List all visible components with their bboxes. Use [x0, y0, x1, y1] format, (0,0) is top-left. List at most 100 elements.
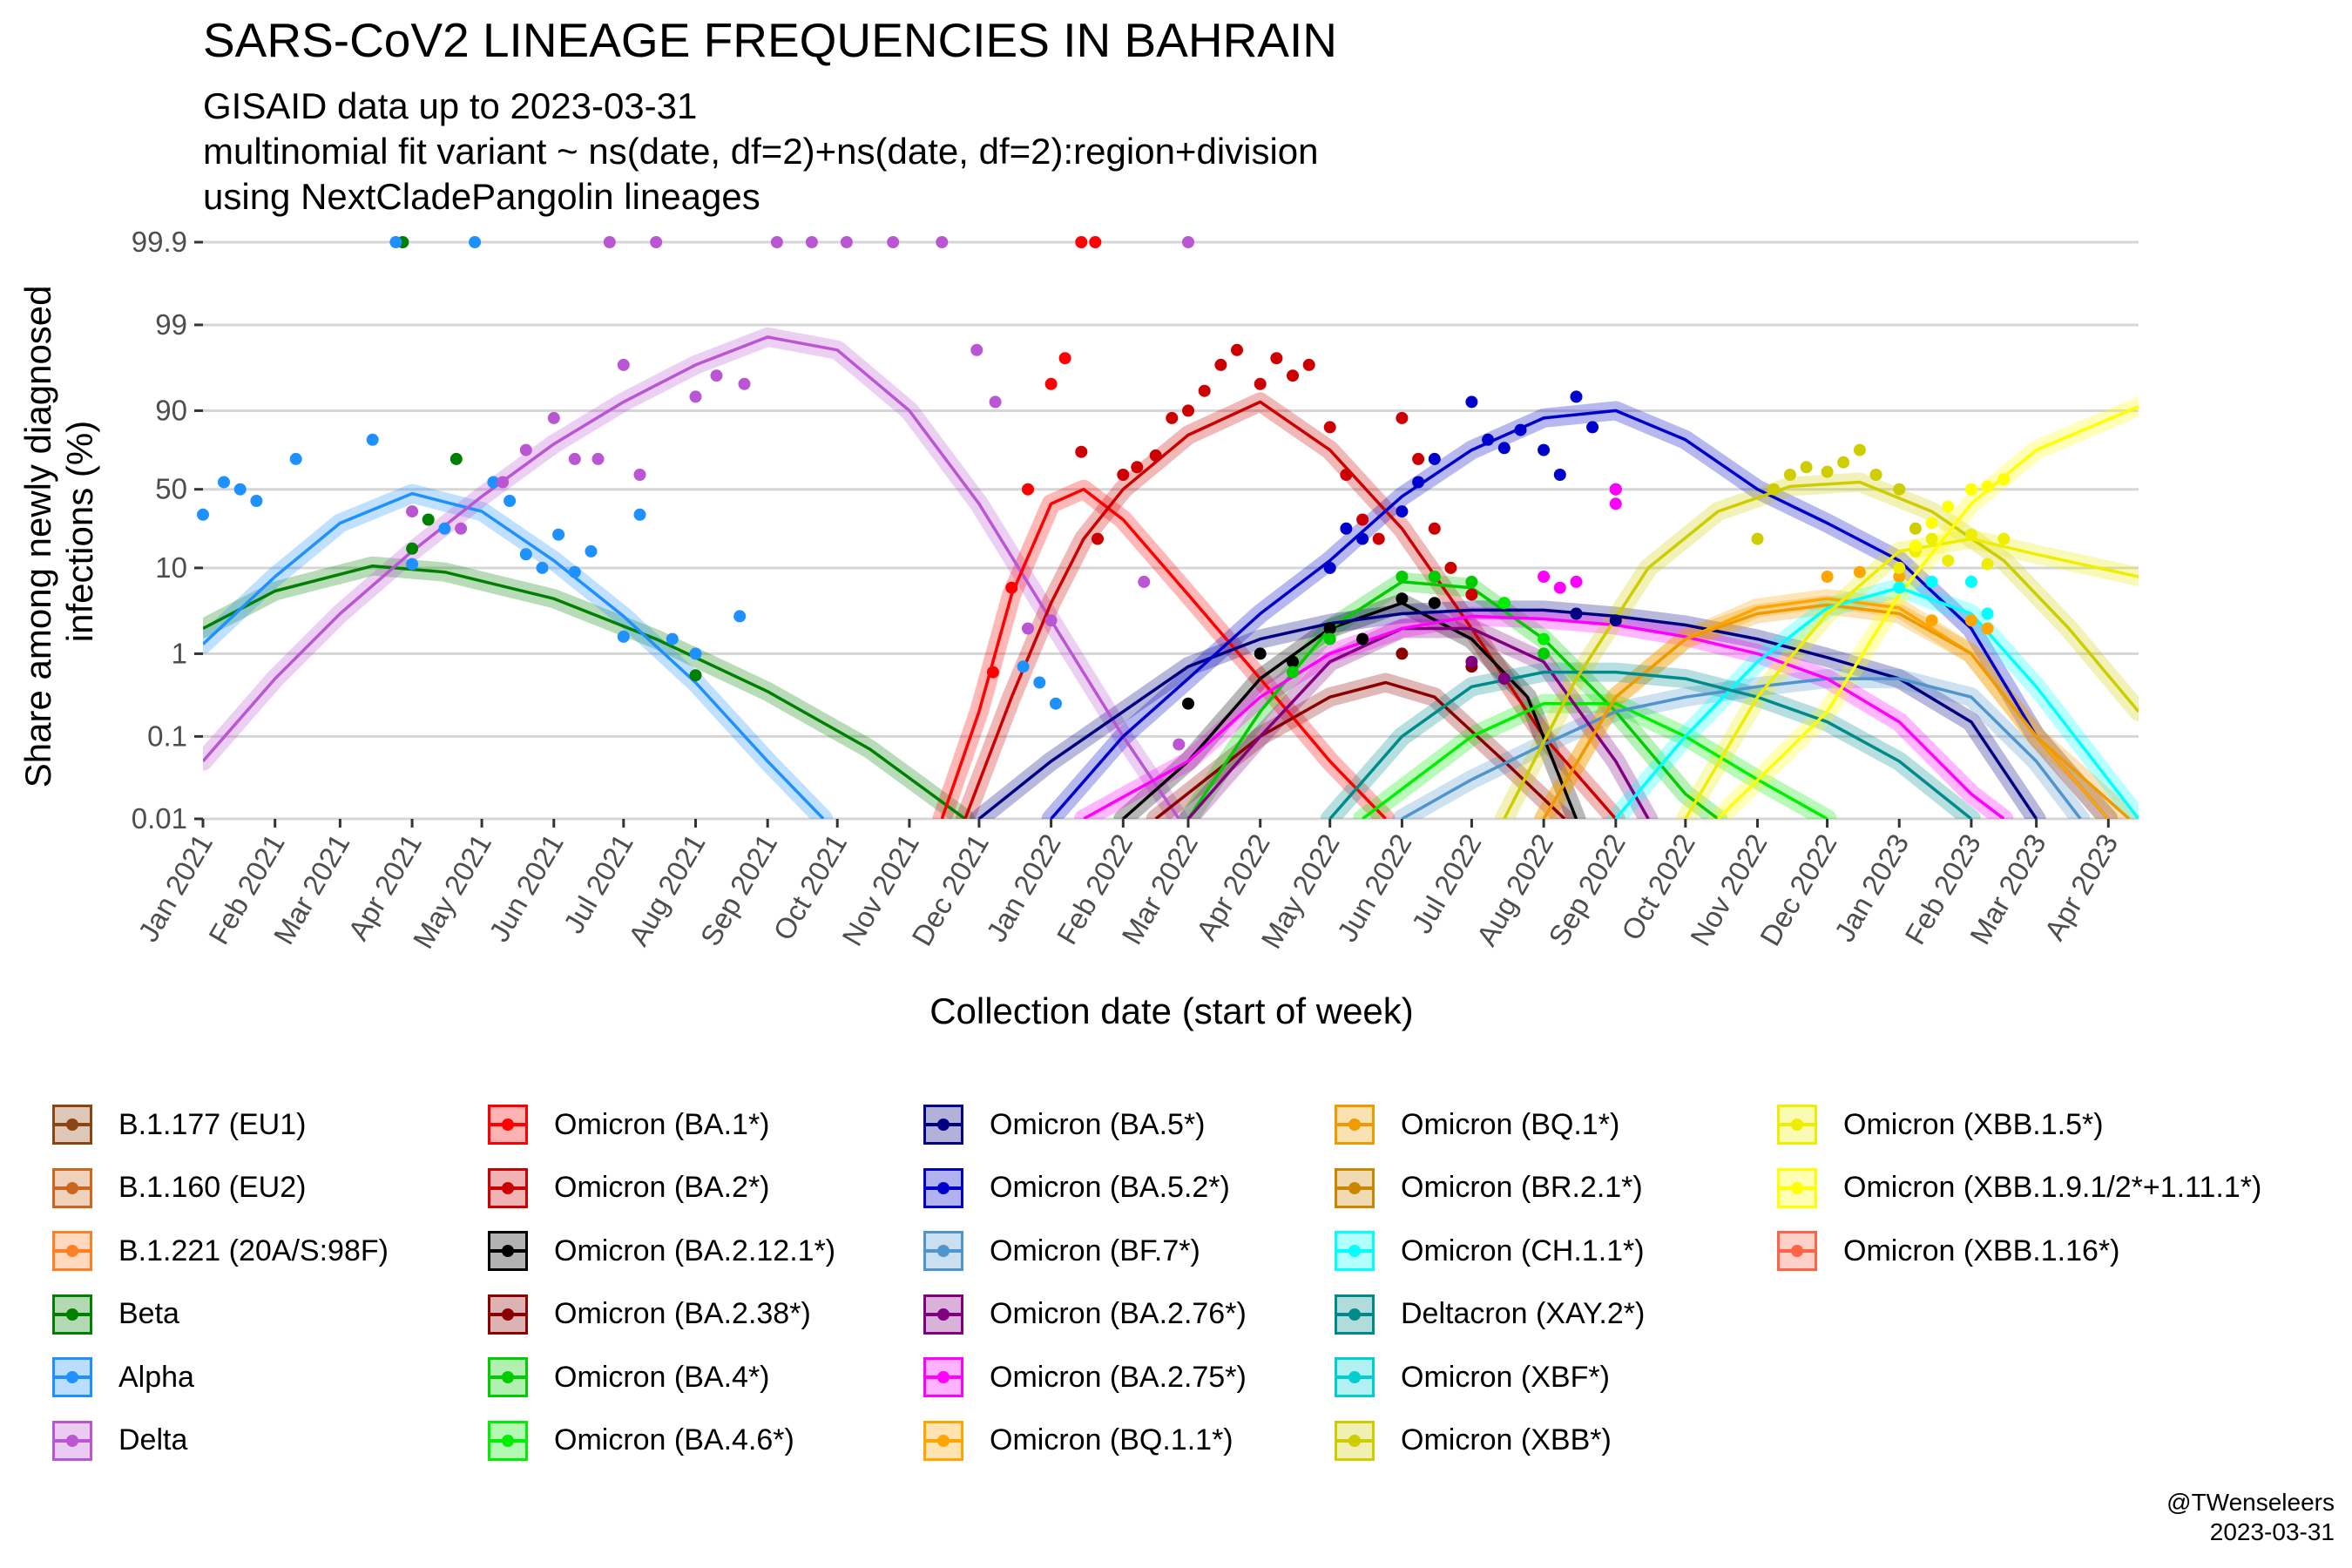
data-point	[1428, 522, 1441, 535]
legend-key	[488, 1231, 528, 1272]
legend-label: Delta	[118, 1423, 188, 1457]
data-point	[1323, 632, 1336, 645]
y-tick-label: 1	[172, 637, 187, 669]
legend-key	[488, 1420, 528, 1461]
data-point	[487, 476, 500, 489]
fit-line-12	[977, 608, 2038, 819]
data-point	[568, 565, 581, 578]
data-point	[497, 476, 510, 489]
data-point	[1372, 532, 1385, 545]
fit-line-6	[940, 487, 1387, 819]
data-point	[1570, 575, 1583, 588]
data-point	[1821, 571, 1834, 583]
legend-key-dot	[937, 1181, 950, 1194]
caption-date: 2023-03-31	[2209, 1518, 2335, 1545]
data-point	[617, 630, 630, 643]
data-point	[1609, 483, 1622, 496]
data-point	[1396, 592, 1409, 605]
y-axis-title-line-1: Share among newly diagnosed	[17, 285, 58, 787]
legend-key-dot	[937, 1308, 950, 1321]
legend-key-dot	[1348, 1119, 1361, 1132]
y-tick-label: 99	[155, 308, 187, 341]
legend-key-dot	[1348, 1371, 1361, 1384]
data-point	[986, 666, 999, 679]
data-point	[1909, 539, 1922, 552]
data-point	[1482, 433, 1495, 446]
legend-label: Omicron (BR.2.1*)	[1401, 1171, 1643, 1205]
legend-label: Alpha	[118, 1360, 194, 1394]
data-point	[1356, 513, 1369, 526]
data-point	[547, 411, 560, 424]
data-point	[1964, 528, 1977, 541]
fit-line-8	[1122, 601, 1578, 819]
legend-key	[1777, 1231, 1817, 1272]
data-point	[1166, 411, 1179, 424]
data-point	[1044, 377, 1058, 390]
caption-author: @TWenseleers	[2166, 1489, 2335, 1516]
data-point	[1022, 622, 1034, 635]
legend-key-dot	[937, 1119, 950, 1132]
legend-label: Deltacron (XAY.2*)	[1401, 1297, 1646, 1331]
y-tick-label: 0.1	[147, 720, 187, 752]
data-point	[1396, 647, 1409, 660]
data-point	[770, 236, 783, 248]
data-point	[1837, 456, 1850, 469]
legend-label: Omicron (BA.2.75*)	[990, 1360, 1247, 1394]
data-point	[1570, 607, 1583, 620]
subtitle-line-3: using NextCladePangolin lineages	[203, 176, 760, 217]
legend-label: Omicron (BQ.1*)	[1401, 1107, 1620, 1141]
legend-label: Beta	[118, 1297, 179, 1331]
legend-key	[923, 1105, 963, 1146]
data-point	[1465, 395, 1478, 409]
data-point	[1323, 421, 1336, 434]
legend-key-dot	[66, 1245, 78, 1258]
legend-item: Omicron (BA.4*)	[488, 1346, 835, 1409]
data-point	[438, 522, 451, 535]
fit-line-3	[203, 564, 966, 819]
legend-column: B.1.177 (EU1) B.1.160 (EU2) B.1.221 (20A/S…	[52, 1093, 389, 1472]
legend-item: Omicron (XBB.1.5*)	[1777, 1093, 2261, 1157]
data-point	[591, 452, 605, 465]
data-point	[1964, 483, 1977, 496]
legend-key	[923, 1167, 963, 1208]
data-point	[1017, 660, 1030, 673]
data-point	[1893, 571, 1906, 583]
legend-column: Omicron (BA.5*) Omicron (BA.5.2*) Omicron …	[923, 1093, 1247, 1472]
data-points	[197, 236, 2011, 751]
data-point	[1925, 517, 1938, 530]
data-point	[1022, 483, 1034, 496]
data-point	[1553, 581, 1566, 594]
data-point	[1089, 236, 1102, 248]
data-point	[1428, 452, 1441, 465]
fit-line-5	[203, 335, 1180, 819]
legend-key-dot	[66, 1308, 78, 1321]
data-point	[1428, 597, 1441, 610]
legend-label: Omicron (BQ.1.1*)	[990, 1423, 1233, 1457]
data-point	[633, 508, 646, 521]
data-point	[1893, 581, 1906, 594]
data-point	[1323, 561, 1336, 574]
fit-line-7	[963, 400, 1618, 819]
data-point	[1538, 443, 1551, 456]
data-point	[633, 469, 646, 481]
legend-item: Alpha	[52, 1346, 389, 1409]
legend-key-dot	[1348, 1434, 1361, 1447]
data-point	[805, 236, 818, 248]
legend-item: B.1.160 (EU2)	[52, 1157, 389, 1220]
legend-key-dot	[66, 1371, 78, 1384]
data-point	[1538, 632, 1551, 645]
data-point	[1853, 565, 1866, 578]
data-point	[389, 236, 402, 248]
legend-key	[923, 1420, 963, 1461]
data-point	[1942, 554, 1955, 567]
data-point	[1751, 532, 1764, 545]
data-point	[1869, 469, 1882, 481]
legend-key	[1335, 1294, 1375, 1335]
x-axis-title: Collection date (start of week)	[929, 990, 1414, 1031]
legend-key	[52, 1167, 92, 1208]
data-point	[406, 542, 419, 555]
legend-key-dot	[502, 1308, 514, 1321]
data-point	[1497, 672, 1511, 686]
data-point	[1182, 236, 1194, 248]
